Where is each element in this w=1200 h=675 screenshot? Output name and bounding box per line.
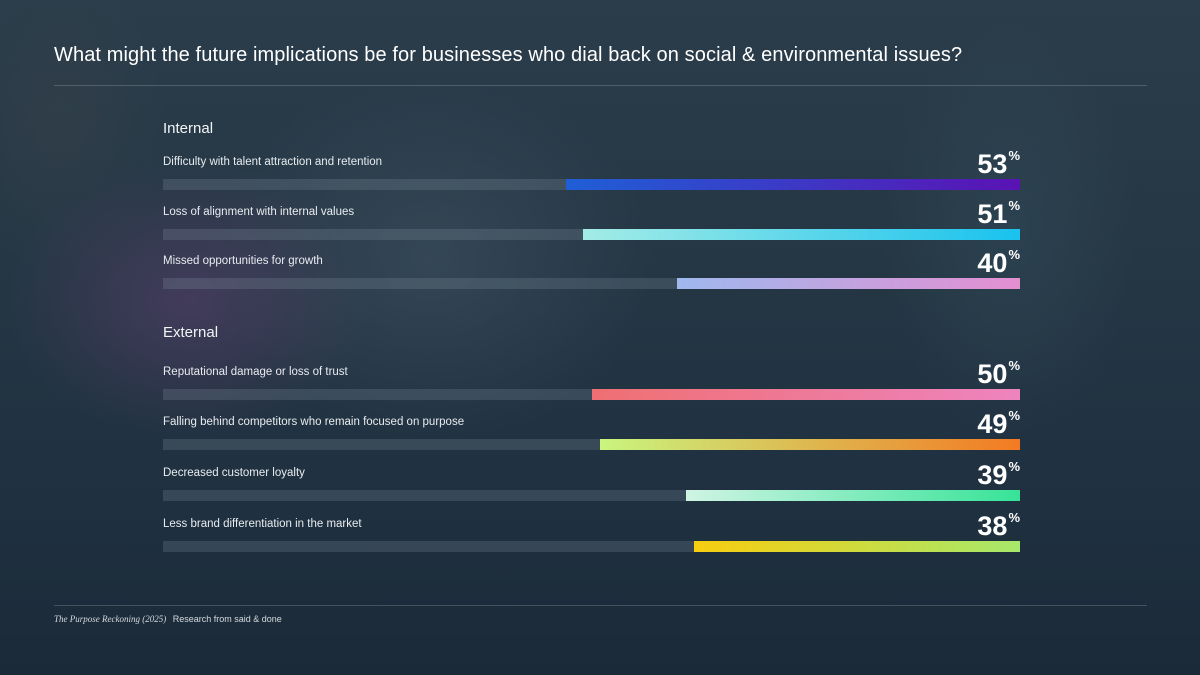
percent-sign: %: [1008, 198, 1020, 213]
bar-label: Reputational damage or loss of trust: [163, 366, 348, 378]
percent-sign: %: [1008, 459, 1020, 474]
footer-credit: Research from said & done: [172, 614, 282, 624]
percent-sign: %: [1008, 358, 1020, 373]
bar-label: Loss of alignment with internal values: [163, 206, 355, 218]
bar-value-label: 38%: [977, 510, 1020, 542]
percent-sign: %: [1008, 148, 1020, 163]
bar-value-number: 53: [977, 149, 1008, 179]
bar-track: [163, 278, 1020, 289]
title-divider: [54, 85, 1147, 86]
bar-row: Difficulty with talent attraction and re…: [163, 148, 1020, 195]
bar: [694, 541, 1020, 552]
bar-label: Difficulty with talent attraction and re…: [163, 156, 383, 168]
bar: [685, 490, 1020, 501]
bar-label: Falling behind competitors who remain fo…: [163, 416, 465, 428]
bar-label: Missed opportunities for growth: [163, 255, 323, 267]
bar-value-label: 49%: [977, 408, 1020, 440]
bar-value-number: 39: [977, 460, 1008, 490]
section-label-internal: Internal: [163, 120, 214, 137]
bar-row: Falling behind competitors who remain fo…: [163, 408, 1020, 455]
bar-track: [163, 389, 1020, 400]
footer-divider: [54, 605, 1147, 606]
bar-value-label: 51%: [977, 198, 1020, 230]
bar-label: Less brand differentiation in the market: [163, 518, 362, 530]
bar-track: [163, 229, 1020, 240]
bar-value-label: 40%: [977, 247, 1020, 279]
bar: [677, 278, 1020, 289]
percent-sign: %: [1008, 408, 1020, 423]
bar-label: Decreased customer loyalty: [163, 467, 305, 479]
chart-title: What might the future implications be fo…: [54, 44, 963, 66]
bar: [591, 389, 1020, 400]
bar-row: Decreased customer loyalty 39%: [163, 459, 1020, 506]
bar-row: Missed opportunities for growth 40%: [163, 247, 1020, 294]
bar-track: [163, 490, 1020, 501]
bar-value-label: 39%: [977, 459, 1020, 491]
bar-value-number: 50: [977, 359, 1008, 389]
bar-row: Reputational damage or loss of trust 50%: [163, 358, 1020, 405]
bar-value-number: 38: [977, 511, 1008, 541]
bar-track: [163, 439, 1020, 450]
bar-row: Less brand differentiation in the market…: [163, 510, 1020, 557]
bar-track: [163, 541, 1020, 552]
bar-value-number: 51: [977, 199, 1008, 229]
footer: The Purpose Reckoning (2025) Research fr…: [54, 614, 282, 624]
section-label-external: External: [163, 324, 219, 341]
bar: [582, 229, 1020, 240]
bar-value-label: 50%: [977, 358, 1020, 390]
bar-value-label: 53%: [977, 148, 1020, 180]
bar: [565, 179, 1020, 190]
bar-row: Loss of alignment with internal values 51…: [163, 198, 1020, 245]
bar: [600, 439, 1020, 450]
bar-track: [163, 179, 1020, 190]
bar-value-number: 40: [977, 248, 1008, 278]
bar-value-number: 49: [977, 409, 1008, 439]
percent-sign: %: [1008, 510, 1020, 525]
footer-source: The Purpose Reckoning (2025): [54, 614, 167, 624]
percent-sign: %: [1008, 247, 1020, 262]
